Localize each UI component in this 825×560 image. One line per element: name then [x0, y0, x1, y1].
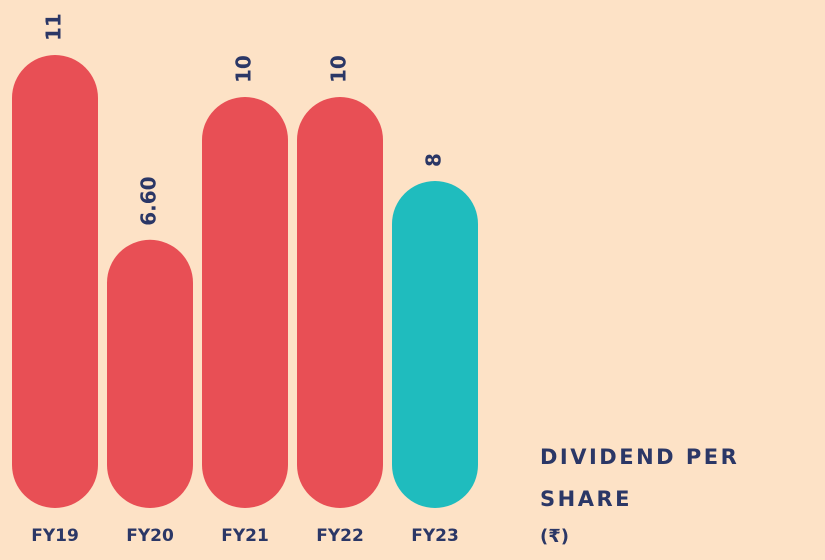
x-tick-label: FY23 — [411, 526, 459, 546]
x-tick-label: FY20 — [126, 526, 174, 546]
chart-title: DIVIDEND PER SHARE — [540, 445, 740, 511]
bar — [202, 97, 288, 508]
chart-subtitle: (₹) — [540, 526, 569, 547]
x-tick-label: FY19 — [31, 526, 79, 546]
value-label: 6.60 — [137, 176, 161, 225]
bar — [107, 239, 193, 509]
bar — [297, 97, 383, 508]
bar — [392, 181, 478, 508]
value-label: 10 — [327, 55, 351, 83]
value-label: 10 — [232, 55, 256, 83]
x-tick-label: FY22 — [316, 526, 364, 546]
x-tick-label: FY21 — [221, 526, 269, 546]
value-label: 8 — [422, 153, 446, 167]
value-label: 11 — [42, 13, 66, 41]
bar — [12, 55, 98, 508]
